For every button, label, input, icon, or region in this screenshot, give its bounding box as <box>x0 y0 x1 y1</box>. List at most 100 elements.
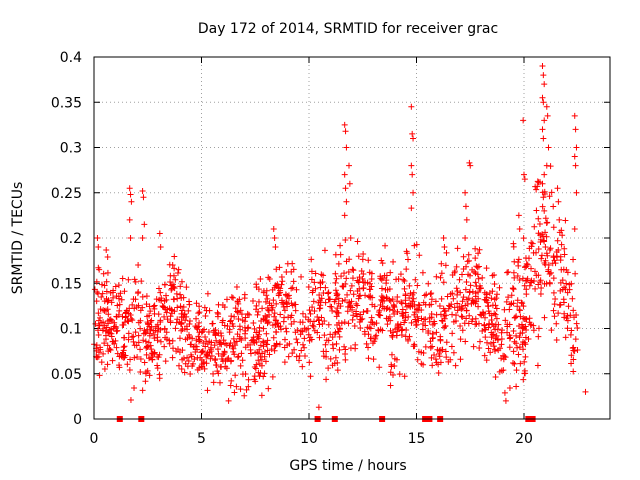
data-point <box>324 290 331 297</box>
data-point <box>466 289 473 296</box>
data-point <box>383 315 390 322</box>
data-point <box>131 385 138 392</box>
data-point <box>347 287 354 294</box>
data-point <box>442 262 449 269</box>
data-point <box>510 348 517 355</box>
data-point <box>391 304 398 311</box>
data-point <box>358 316 365 323</box>
data-point <box>174 316 181 323</box>
data-point <box>305 331 312 338</box>
data-point <box>508 300 515 307</box>
data-point <box>391 311 398 318</box>
data-point <box>254 333 261 340</box>
data-point <box>485 320 492 327</box>
data-point <box>173 348 180 355</box>
data-point <box>264 304 271 311</box>
data-point <box>541 191 548 198</box>
data-point <box>488 295 495 302</box>
data-point <box>176 335 183 342</box>
data-point <box>237 362 244 369</box>
data-point <box>341 319 348 326</box>
data-point <box>232 372 239 379</box>
data-point <box>526 282 533 289</box>
data-point <box>102 336 109 343</box>
data-point <box>235 315 242 322</box>
data-point <box>408 103 415 110</box>
data-point <box>505 268 512 275</box>
data-point <box>293 336 300 343</box>
data-point <box>390 258 397 265</box>
data-point <box>333 313 340 320</box>
data-point <box>154 365 161 372</box>
data-point <box>325 321 332 328</box>
data-point <box>379 260 386 267</box>
data-point <box>203 307 210 314</box>
data-point <box>399 326 406 333</box>
data-point <box>154 362 161 369</box>
data-point <box>446 303 453 310</box>
data-point <box>541 171 548 178</box>
data-point <box>369 319 376 326</box>
data-point <box>556 216 563 223</box>
chart-title: Day 172 of 2014, SRMTID for receiver gra… <box>198 21 498 37</box>
data-point <box>348 298 355 305</box>
data-point <box>212 356 219 363</box>
data-point <box>225 397 232 404</box>
data-point <box>95 290 102 297</box>
data-point <box>299 341 306 348</box>
data-point <box>135 339 142 346</box>
data-point <box>470 298 477 305</box>
data-point <box>398 299 405 306</box>
data-point <box>492 348 499 355</box>
data-point <box>484 339 491 346</box>
data-point <box>282 325 289 332</box>
data-point <box>440 305 447 312</box>
data-point <box>239 371 246 378</box>
data-point <box>320 272 327 279</box>
data-point <box>126 366 133 373</box>
data-point <box>414 282 421 289</box>
data-point <box>341 171 348 178</box>
data-point <box>141 221 148 228</box>
data-point <box>199 348 206 355</box>
data-point <box>323 353 330 360</box>
data-point <box>398 300 405 307</box>
data-point <box>458 313 465 320</box>
data-point <box>234 331 241 338</box>
data-point <box>171 296 178 303</box>
data-point <box>462 286 469 293</box>
data-point <box>116 353 123 360</box>
data-point <box>493 291 500 298</box>
data-point <box>463 307 470 314</box>
data-point <box>143 293 150 300</box>
data-point <box>399 310 406 317</box>
data-point <box>548 189 555 196</box>
data-point <box>231 313 238 320</box>
data-point <box>360 308 367 315</box>
data-point <box>454 300 461 307</box>
data-point <box>551 257 558 264</box>
data-point <box>329 334 336 341</box>
data-point <box>474 264 481 271</box>
data-point <box>368 314 375 321</box>
data-point <box>215 330 222 337</box>
data-point <box>234 354 241 361</box>
data-point <box>181 369 188 376</box>
data-point <box>431 318 438 325</box>
data-point <box>401 373 408 380</box>
data-point <box>539 94 546 101</box>
data-point <box>320 290 327 297</box>
y-tick-label: 0.3 <box>60 141 82 157</box>
data-point <box>351 322 358 329</box>
data-point <box>530 277 537 284</box>
data-point <box>353 313 360 320</box>
data-point <box>541 117 548 124</box>
data-point <box>290 266 297 273</box>
data-point <box>538 252 545 259</box>
y-axis-label: SRMTID / TECUs <box>10 182 26 295</box>
data-point <box>378 285 385 292</box>
y-tick-label: 0.05 <box>51 367 82 383</box>
data-point <box>251 325 258 332</box>
data-point <box>168 286 175 293</box>
